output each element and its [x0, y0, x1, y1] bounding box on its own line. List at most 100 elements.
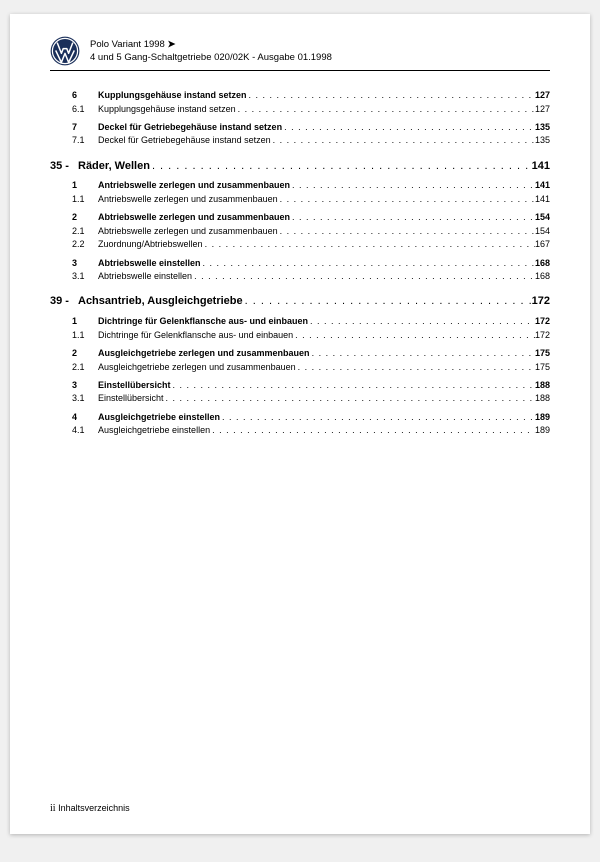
toc-number: 2 — [50, 347, 98, 359]
toc-entry: 2Ausgleichgetriebe zerlegen und zusammen… — [50, 347, 550, 359]
toc-page-number: 127 — [535, 89, 550, 101]
toc-number: 1.1 — [50, 329, 98, 341]
toc-leader-dots — [290, 211, 535, 223]
toc-number: 7.1 — [50, 134, 98, 146]
toc-number: 1 — [50, 179, 98, 191]
toc-page-number: 135 — [535, 121, 550, 133]
toc-label: Kupplungsgehäuse instand setzen — [98, 103, 236, 115]
toc-entry: 3.1Einstellübersicht188 — [50, 392, 550, 404]
toc-page-number: 172 — [535, 329, 550, 341]
toc-number: 3 — [50, 379, 98, 391]
toc-entry: 1.1Dichtringe für Gelenkflansche aus- un… — [50, 329, 550, 341]
document-page: Polo Variant 1998 ➤ 4 und 5 Gang-Schaltg… — [10, 14, 590, 834]
toc-entry: 3Einstellübersicht 188 — [50, 379, 550, 391]
toc-chapter-label: Räder, Wellen — [78, 159, 150, 174]
toc-label: Zuordnung/Abtriebswellen — [98, 238, 203, 250]
arrow-icon: ➤ — [167, 39, 175, 50]
toc-page-number: 154 — [535, 225, 550, 237]
toc-number: 7 — [50, 121, 98, 133]
toc-number: 6.1 — [50, 103, 98, 115]
footer-label: Inhaltsverzeichnis — [58, 803, 130, 813]
toc-page-number: 175 — [535, 347, 550, 359]
vw-logo-icon — [50, 36, 80, 66]
toc-entry: 6Kupplungsgehäuse instand setzen127 — [50, 89, 550, 101]
toc-label: Antriebswelle zerlegen und zusammenbauen — [98, 179, 290, 191]
toc-page-number: 189 — [535, 411, 550, 423]
toc-label: Abtriebswelle zerlegen und zusammenbauen — [98, 225, 278, 237]
toc-number: 2.1 — [50, 361, 98, 373]
toc-number: 2.2 — [50, 238, 98, 250]
toc-leader-dots — [247, 89, 535, 101]
toc-entry: 2.2Zuordnung/Abtriebswellen 167 — [50, 238, 550, 250]
table-of-contents: 6Kupplungsgehäuse instand setzen1276.1Ku… — [50, 89, 550, 436]
toc-leader-dots — [271, 134, 535, 146]
toc-number: 6 — [50, 89, 98, 101]
toc-page-number: 189 — [535, 424, 550, 436]
toc-leader-dots — [171, 379, 535, 391]
toc-label: Deckel für Getriebegehäuse instand setze… — [98, 134, 271, 146]
toc-page-number: 154 — [535, 211, 550, 223]
toc-page-number: 172 — [535, 315, 550, 327]
header-subtitle: 4 und 5 Gang-Schaltgetriebe 020/02K - Au… — [90, 52, 332, 65]
toc-label: Abtriebswelle einstellen — [98, 257, 201, 269]
toc-page-number: 135 — [535, 134, 550, 146]
toc-leader-dots — [293, 329, 535, 341]
toc-label: Ausgleichgetriebe einstellen — [98, 411, 220, 423]
toc-number: 3.1 — [50, 270, 98, 282]
toc-entry: 4.1Ausgleichgetriebe einstellen189 — [50, 424, 550, 436]
page-number: ii — [50, 803, 56, 814]
toc-page-number: 167 — [535, 238, 550, 250]
toc-page-number: 141 — [535, 179, 550, 191]
toc-page-number: 188 — [535, 379, 550, 391]
page-footer: ii Inhaltsverzeichnis — [50, 803, 130, 814]
toc-page-number: 141 — [532, 159, 550, 174]
toc-entry: 7Deckel für Getriebegehäuse instand setz… — [50, 121, 550, 133]
toc-chapter: 39 - Achsantrieb, Ausgleichgetriebe172 — [50, 294, 550, 309]
toc-chapter: 35 - Räder, Wellen 141 — [50, 159, 550, 174]
toc-entry: 2.1Abtriebswelle zerlegen und zusammenba… — [50, 225, 550, 237]
toc-leader-dots — [201, 257, 535, 269]
toc-number: 3 — [50, 257, 98, 269]
page-header: Polo Variant 1998 ➤ 4 und 5 Gang-Schaltg… — [50, 36, 550, 71]
toc-leader-dots — [243, 294, 532, 309]
toc-entry: 6.1Kupplungsgehäuse instand setzen127 — [50, 103, 550, 115]
toc-leader-dots — [278, 225, 535, 237]
toc-label: Dichtringe für Gelenkflansche aus- und e… — [98, 329, 293, 341]
toc-page-number: 141 — [535, 193, 550, 205]
toc-label: Abtriebswelle einstellen — [98, 270, 192, 282]
toc-entry: 7.1Deckel für Getriebegehäuse instand se… — [50, 134, 550, 146]
toc-leader-dots — [296, 361, 535, 373]
header-title-line: Polo Variant 1998 ➤ — [90, 39, 332, 52]
header-text: Polo Variant 1998 ➤ 4 und 5 Gang-Schaltg… — [90, 36, 332, 65]
toc-number: 4.1 — [50, 424, 98, 436]
toc-chapter-label: Achsantrieb, Ausgleichgetriebe — [78, 294, 243, 309]
toc-leader-dots — [290, 179, 535, 191]
toc-page-number: 168 — [535, 257, 550, 269]
toc-leader-dots — [236, 103, 535, 115]
toc-page-number: 172 — [532, 294, 550, 309]
toc-label: Deckel für Getriebegehäuse instand setze… — [98, 121, 282, 133]
toc-entry: 4Ausgleichgetriebe einstellen189 — [50, 411, 550, 423]
toc-number: 1 — [50, 315, 98, 327]
toc-entry: 3Abtriebswelle einstellen 168 — [50, 257, 550, 269]
toc-page-number: 175 — [535, 361, 550, 373]
toc-number: 1.1 — [50, 193, 98, 205]
toc-leader-dots — [310, 347, 535, 359]
toc-leader-dots — [282, 121, 535, 133]
toc-page-number: 168 — [535, 270, 550, 282]
toc-leader-dots — [203, 238, 535, 250]
toc-page-number: 188 — [535, 392, 550, 404]
toc-leader-dots — [278, 193, 535, 205]
toc-label: Abtriebswelle zerlegen und zusammenbauen — [98, 211, 290, 223]
toc-chapter-number: 35 - — [50, 159, 78, 174]
toc-entry: 2.1Ausgleichgetriebe zerlegen und zusamm… — [50, 361, 550, 373]
toc-label: Einstellübersicht — [98, 379, 171, 391]
toc-leader-dots — [308, 315, 535, 327]
toc-label: Dichtringe für Gelenkflansche aus- und e… — [98, 315, 308, 327]
toc-number: 3.1 — [50, 392, 98, 404]
header-model: Polo Variant 1998 — [90, 39, 165, 50]
toc-number: 2 — [50, 211, 98, 223]
toc-leader-dots — [150, 159, 532, 174]
toc-number: 2.1 — [50, 225, 98, 237]
toc-entry: 2Abtriebswelle zerlegen und zusammenbaue… — [50, 211, 550, 223]
